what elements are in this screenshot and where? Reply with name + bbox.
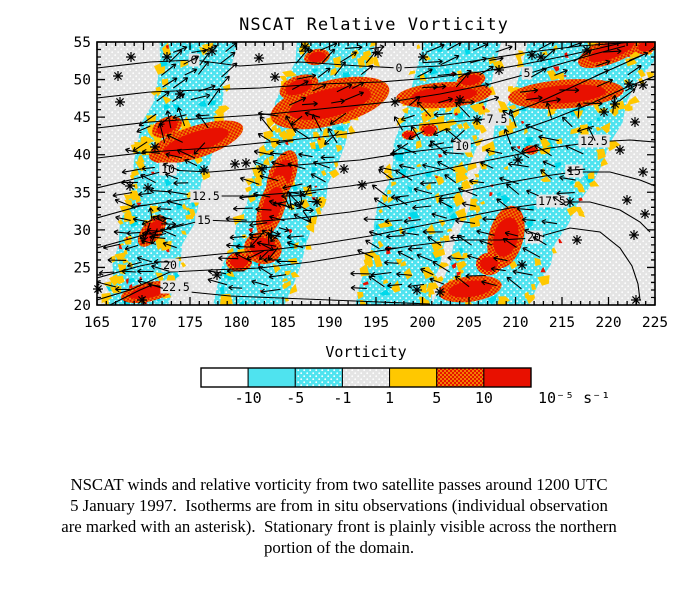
red-vorticity-blob xyxy=(493,217,519,257)
x-tick-label: 175 xyxy=(177,315,203,331)
contour-label: 0 xyxy=(191,53,198,67)
contour-label: 7.5 xyxy=(487,112,508,126)
red-vorticity-blob xyxy=(448,280,492,298)
colorbar-tick-label: -1 xyxy=(333,389,351,407)
nscat-vorticity-figure: NSCAT Relative Vorticity Vorticity 10⁻⁵ … xyxy=(74,15,669,407)
axis-ticks xyxy=(96,41,656,306)
colorbar-segment xyxy=(201,368,249,387)
x-tick-label: 215 xyxy=(549,315,575,331)
x-tick-label: 200 xyxy=(409,315,435,331)
caption-line: portion of the domain. xyxy=(263,538,415,557)
red-vorticity-blob xyxy=(129,284,167,300)
contour-label: 12.5 xyxy=(192,189,220,203)
contour-label: 17.5 xyxy=(538,194,566,208)
colorbar-segment xyxy=(248,368,296,387)
x-tick-label: 220 xyxy=(595,315,621,331)
observation-asterisks xyxy=(93,42,650,305)
x-tick-label: 210 xyxy=(502,315,528,331)
colorbar-tick-label: -5 xyxy=(286,389,304,407)
y-tick-label: 20 xyxy=(74,298,91,314)
y-tick-label: 50 xyxy=(74,73,91,89)
colorbar-tick-label: 5 xyxy=(432,389,441,407)
x-tick-label: 195 xyxy=(363,315,389,331)
colorbar-segment xyxy=(483,368,531,387)
figure-title: NSCAT Relative Vorticity xyxy=(239,15,509,35)
colorbar-segment xyxy=(389,368,437,387)
isotherm-contour xyxy=(97,227,641,301)
y-tick-label: 55 xyxy=(74,35,91,51)
red-vorticity-blob xyxy=(404,132,414,138)
y-tick-label: 25 xyxy=(74,260,91,276)
red-vorticity-blob xyxy=(308,51,326,63)
contour-label: 15 xyxy=(197,213,211,227)
wind-arrows xyxy=(97,42,655,295)
axes: 165 170 175 180 185 190 195 200 205 210 215 220 2252… xyxy=(74,35,669,331)
colorbar: -10 -5 -1 1 5 10 xyxy=(200,367,532,407)
red-vorticity-blob xyxy=(289,86,371,120)
red-vorticity-blob xyxy=(461,74,481,86)
caption-line: NSCAT winds and relative vorticity from … xyxy=(70,475,608,494)
colorbar-tick-label: 1 xyxy=(385,389,394,407)
y-tick-label: 40 xyxy=(74,148,91,164)
figure-caption: NSCAT winds and relative vorticity from … xyxy=(0,474,678,558)
colorbar-tick-label: -10 xyxy=(235,389,262,407)
isotherm-contour xyxy=(97,171,655,249)
contour-label: 12.5 xyxy=(580,134,608,148)
isotherm-contour xyxy=(97,201,651,279)
isotherm-contour xyxy=(97,42,642,69)
y-tick-label: 45 xyxy=(74,110,91,126)
isotherm-contour xyxy=(97,45,626,129)
y-tick-label: 35 xyxy=(74,185,91,201)
x-tick-label: 225 xyxy=(642,315,668,331)
isotherm-contour xyxy=(97,42,629,99)
red-vorticity-blob xyxy=(423,126,435,134)
contour-label: 22.5 xyxy=(162,280,190,294)
x-tick-label: 170 xyxy=(130,315,156,331)
contour-label: 5 xyxy=(524,66,531,80)
x-tick-label: 185 xyxy=(270,315,296,331)
isotherm-contour xyxy=(109,284,431,305)
red-vorticity-blob xyxy=(250,237,276,259)
contour-label: 0 xyxy=(396,61,403,75)
colorbar-tick-label: 10 xyxy=(475,389,493,407)
caption-line: are marked with an asterisk). Stationary… xyxy=(61,517,617,536)
colorbar-unit-label: 10⁻⁵ s⁻¹ xyxy=(538,389,610,407)
y-tick-label: 30 xyxy=(74,223,91,239)
x-tick-label: 190 xyxy=(316,315,342,331)
contour-label: 10 xyxy=(455,139,469,153)
x-tick-label: 205 xyxy=(456,315,482,331)
caption-line: 5 January 1997. Isotherms are from in si… xyxy=(70,496,608,515)
x-tick-label: 180 xyxy=(223,315,249,331)
colorbar-segment xyxy=(436,368,484,387)
red-vorticity-blob xyxy=(230,256,248,268)
x-tick-label: 165 xyxy=(84,315,110,331)
colorbar-title: Vorticity xyxy=(325,343,406,361)
